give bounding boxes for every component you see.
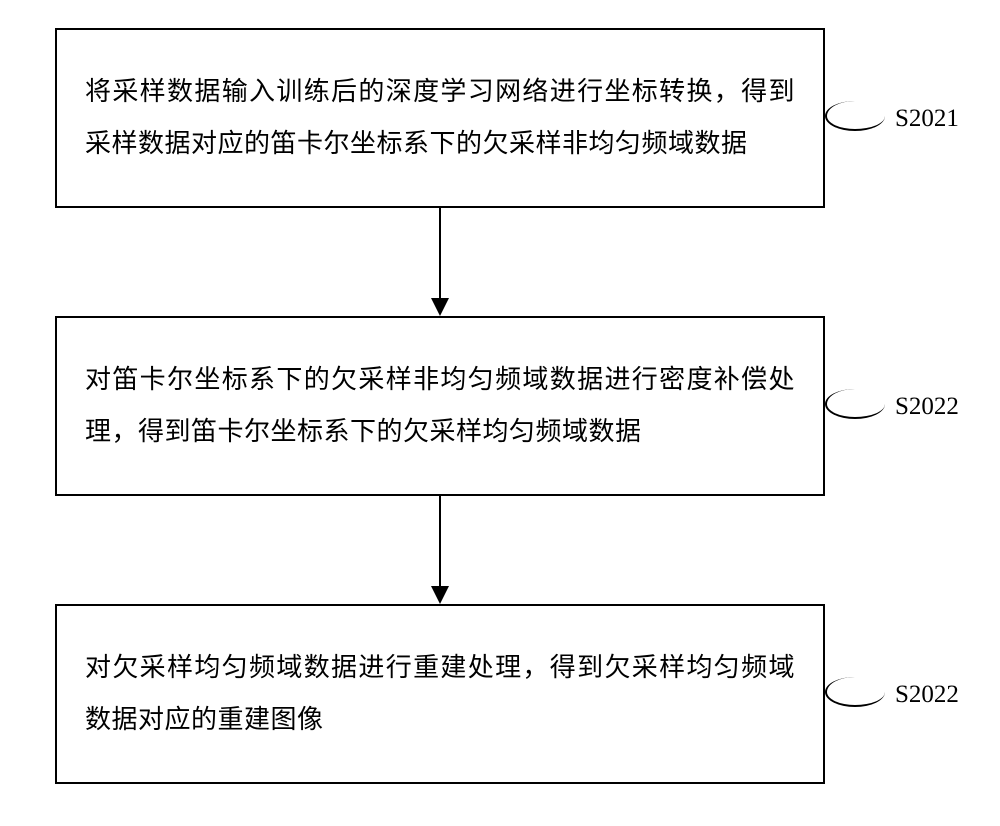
connector-curve-2 <box>825 389 885 419</box>
connector-curve-3 <box>825 677 885 707</box>
flowchart-canvas: 将采样数据输入训练后的深度学习网络进行坐标转换，得到采样数据对应的笛卡尔坐标系下… <box>0 0 1000 826</box>
flowchart-node-3-text: 对欠采样均匀频域数据进行重建处理，得到欠采样均匀频域数据对应的重建图像 <box>57 642 823 746</box>
edge-1-2-arrow <box>431 298 449 316</box>
step-label-3: S2022 <box>895 681 959 709</box>
edge-1-2-line <box>439 208 441 298</box>
step-label-2: S2022 <box>895 393 959 421</box>
step-label-1: S2021 <box>895 105 959 133</box>
edge-2-3-arrow <box>431 586 449 604</box>
edge-2-3-line <box>439 496 441 586</box>
flowchart-node-3: 对欠采样均匀频域数据进行重建处理，得到欠采样均匀频域数据对应的重建图像 <box>55 604 825 784</box>
flowchart-node-2-text: 对笛卡尔坐标系下的欠采样非均匀频域数据进行密度补偿处理，得到笛卡尔坐标系下的欠采… <box>57 354 823 458</box>
connector-curve-1 <box>825 101 885 131</box>
flowchart-node-1-text: 将采样数据输入训练后的深度学习网络进行坐标转换，得到采样数据对应的笛卡尔坐标系下… <box>57 66 823 170</box>
flowchart-node-1: 将采样数据输入训练后的深度学习网络进行坐标转换，得到采样数据对应的笛卡尔坐标系下… <box>55 28 825 208</box>
flowchart-node-2: 对笛卡尔坐标系下的欠采样非均匀频域数据进行密度补偿处理，得到笛卡尔坐标系下的欠采… <box>55 316 825 496</box>
